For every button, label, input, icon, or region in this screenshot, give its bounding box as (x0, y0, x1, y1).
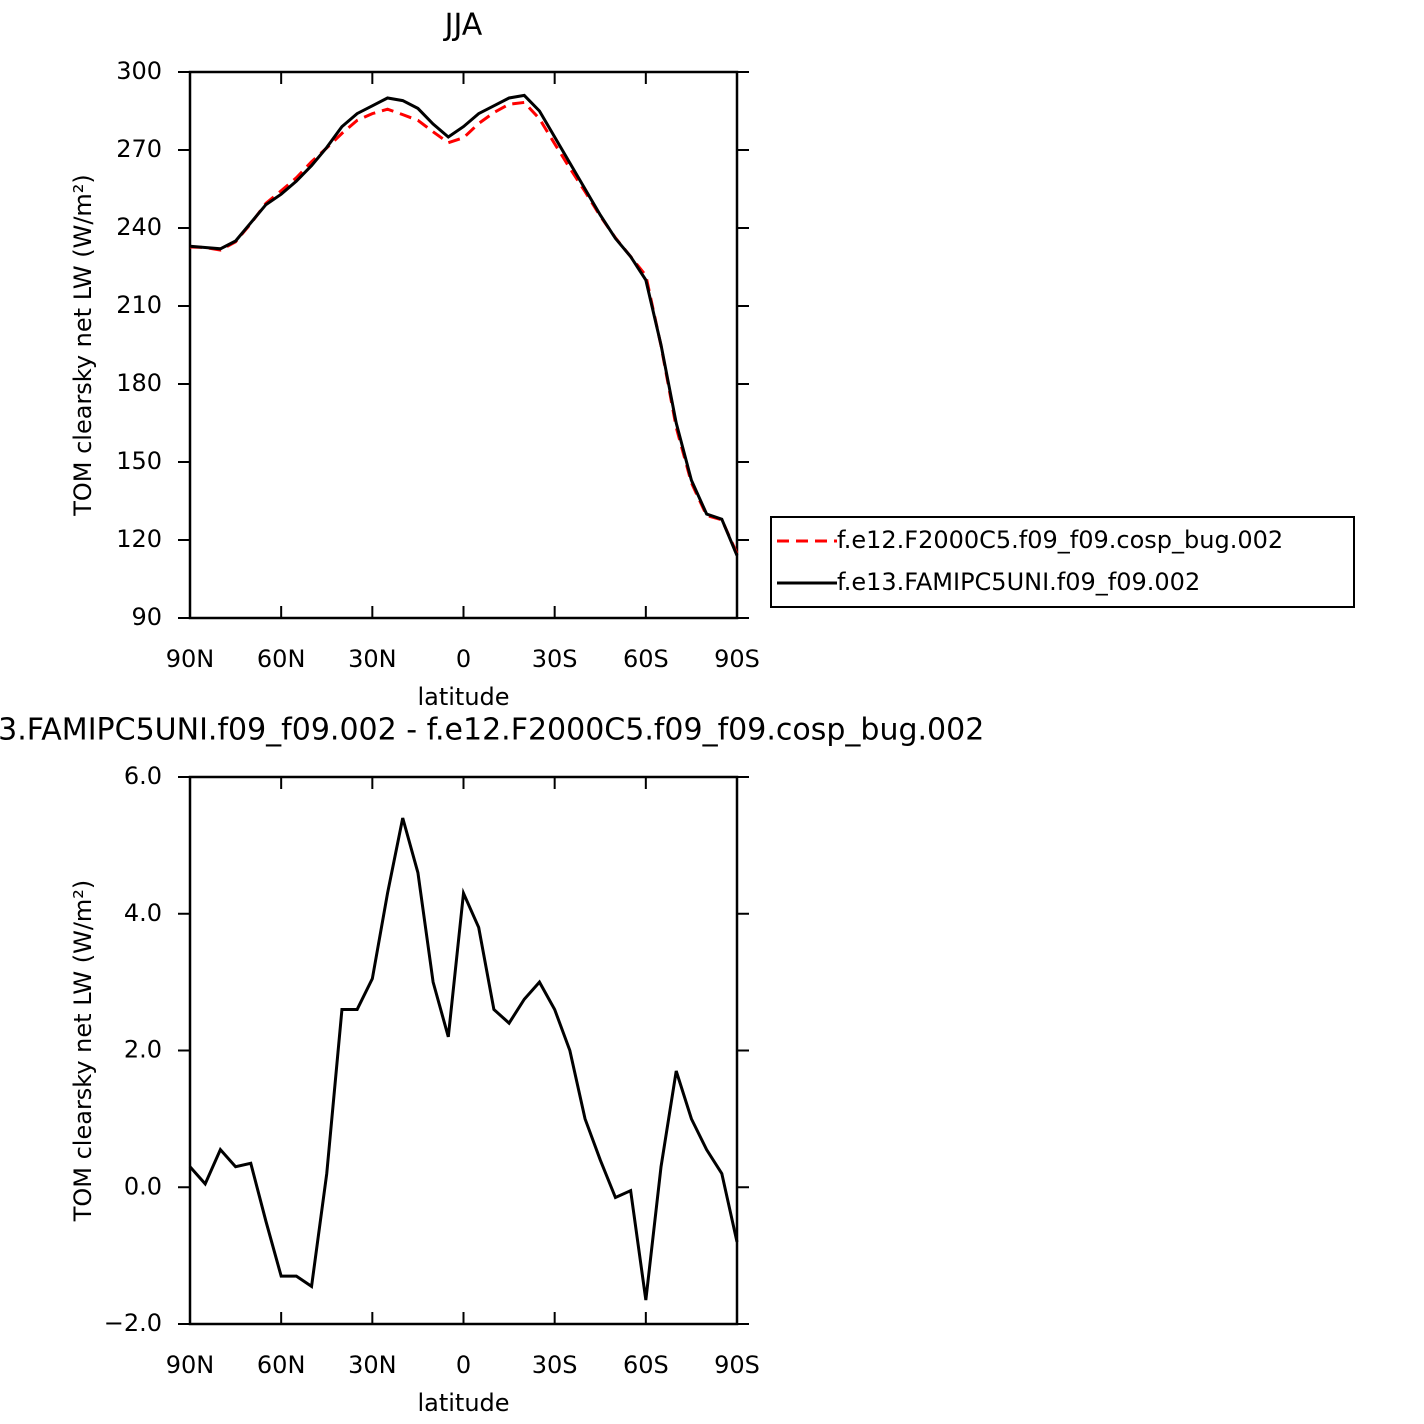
x-tick-label: 90S (714, 645, 760, 673)
chart-title: f.e13.FAMIPC5UNI.f09_f09.002 - f.e12.F20… (0, 713, 984, 748)
y-tick-label: 4.0 (124, 899, 162, 927)
y-tick-label: 270 (116, 135, 162, 163)
x-tick-label: 60S (623, 1351, 669, 1379)
y-tick-label: 150 (116, 447, 162, 475)
y-tick-label: 120 (116, 525, 162, 553)
y-tick-label: 210 (116, 291, 162, 319)
data-line (189, 93, 739, 557)
x-tick-label: 30N (348, 645, 397, 673)
y-tick-label: 2.0 (124, 1036, 162, 1064)
x-tick-label: 60S (623, 645, 669, 673)
y-axis-label: TOM clearsky net LW (W/m²) (69, 174, 97, 517)
x-tick-label: 90N (166, 645, 215, 673)
x-tick-label: 60N (257, 1351, 306, 1379)
x-tick-label: 30S (532, 645, 578, 673)
legend-box (770, 516, 1355, 608)
x-tick-label: 90S (714, 1351, 760, 1379)
x-tick-label: 60N (257, 645, 306, 673)
data-line (189, 100, 739, 555)
y-tick-label: 90 (131, 603, 162, 631)
x-tick-label: 0 (456, 645, 471, 673)
x-axis-label: latitude (417, 1389, 509, 1417)
x-tick-label: 30N (348, 1351, 397, 1379)
y-tick-label: 300 (116, 57, 162, 85)
x-tick-label: 90N (166, 1351, 215, 1379)
legend-label: f.e12.F2000C5.f09_f09.cosp_bug.002 (837, 526, 1283, 554)
legend-label: f.e13.FAMIPC5UNI.f09_f09.002 (837, 568, 1200, 596)
x-tick-label: 30S (532, 1351, 578, 1379)
y-tick-label: 0.0 (124, 1172, 162, 1200)
chart-title: JJA (443, 8, 483, 43)
data-line (188, 817, 739, 1301)
x-tick-label: 0 (456, 1351, 471, 1379)
plot-frame (188, 70, 739, 620)
y-tick-label: −2.0 (104, 1309, 162, 1337)
x-axis-label: latitude (417, 683, 509, 711)
y-tick-label: 240 (116, 213, 162, 241)
y-tick-label: 180 (116, 369, 162, 397)
y-tick-label: 6.0 (124, 762, 162, 790)
y-axis-label: TOM clearsky net LW (W/m²) (69, 880, 97, 1223)
